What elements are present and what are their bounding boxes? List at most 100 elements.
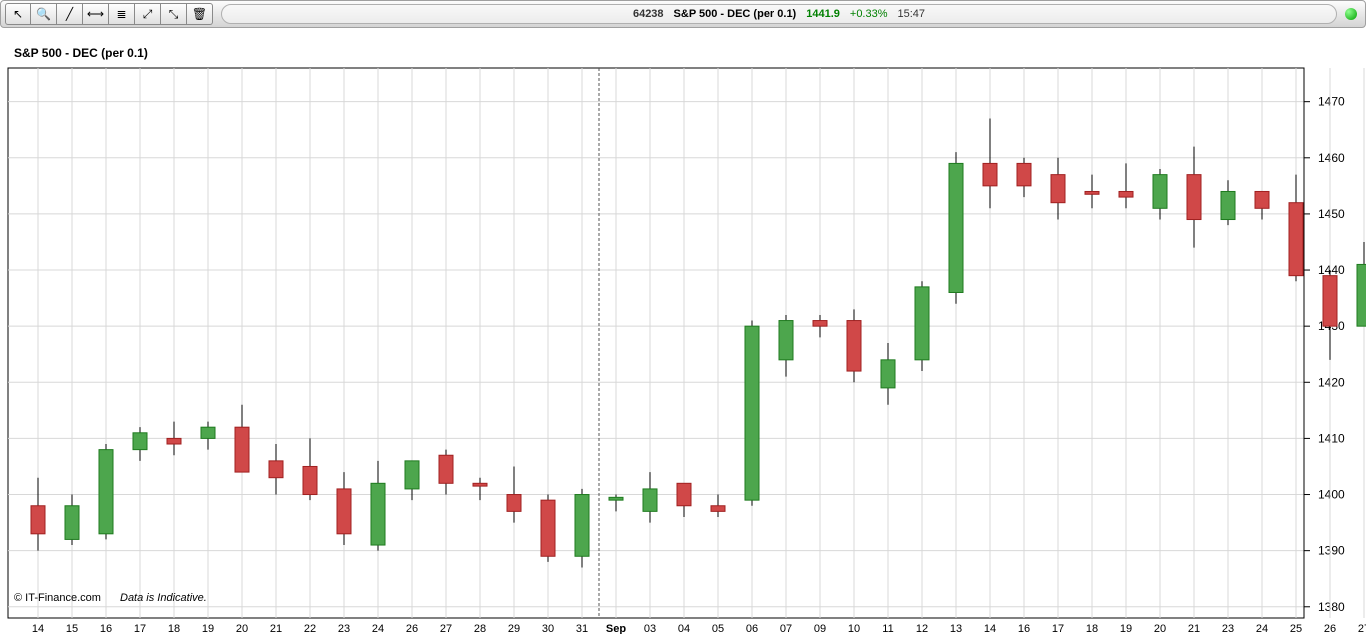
pitchfork-tool[interactable]: ⤡ [161,3,187,25]
x-axis-label: 07 [780,623,792,634]
x-axis-label: 03 [644,623,656,634]
x-axis-label: Sep [606,623,626,634]
candle-down [1187,175,1201,220]
x-axis-label: 23 [338,623,350,634]
x-axis-label: 24 [372,623,384,634]
candle-down [337,489,351,534]
candle-up [1357,264,1366,326]
candle-down [983,163,997,185]
candle-up [575,495,589,557]
candle-down [167,438,181,444]
price-value: 1441.9 [806,8,840,20]
candle-up [65,506,79,540]
delete-tool[interactable]: 🗑 [187,3,213,25]
y-axis-label: 1390 [1318,544,1345,558]
chart-area[interactable]: 1380139014001410142014301440145014601470… [0,28,1366,634]
connection-status-icon [1345,8,1357,20]
candle-up [609,497,623,500]
x-axis-label: 09 [814,623,826,634]
x-axis-label: 04 [678,623,690,634]
channel-tool[interactable]: ⤢ [135,3,161,25]
x-axis-label: 11 [882,623,893,634]
candle-down [1119,191,1133,197]
y-axis-label: 1410 [1318,431,1345,445]
x-axis-label: 29 [508,623,520,634]
x-axis-label: 16 [1018,623,1030,634]
candle-down [31,506,45,534]
y-axis-label: 1450 [1318,207,1345,221]
candle-up [405,461,419,489]
candle-down [1255,191,1269,208]
x-axis-label: 20 [1154,623,1166,634]
candle-down [677,483,691,505]
x-axis-label: 24 [1256,623,1268,634]
indicative-label: Data is Indicative. [120,592,207,604]
x-axis-label: 06 [746,623,758,634]
x-axis-label: 18 [168,623,180,634]
trendline-tool[interactable]: ╱ [57,3,83,25]
y-axis-label: 1380 [1318,600,1345,614]
chart-title: S&P 500 - DEC (per 0.1) [14,46,148,60]
candle-up [1153,175,1167,209]
instrument-code: 64238 [633,8,664,20]
x-axis-label: 26 [406,623,418,634]
x-axis-label: 22 [304,623,316,634]
title-bar: 64238 S&P 500 - DEC (per 0.1) 1441.9 +0.… [221,4,1337,24]
candle-down [847,321,861,372]
candle-down [1017,163,1031,185]
y-axis-label: 1440 [1318,263,1345,277]
y-axis-label: 1400 [1318,488,1345,502]
x-axis-label: 18 [1086,623,1098,634]
pointer-tool[interactable]: ↖ [5,3,31,25]
price-change: +0.33% [850,8,888,20]
candle-up [949,163,963,292]
x-axis-label: 12 [916,623,928,634]
x-axis-label: 15 [66,623,78,634]
x-axis-label: 19 [1120,623,1132,634]
candle-down [473,483,487,486]
candle-down [507,495,521,512]
candle-up [745,326,759,500]
candle-down [541,500,555,556]
candle-down [1085,191,1099,194]
candle-down [303,466,317,494]
x-axis-label: 28 [474,623,486,634]
x-axis-label: 20 [236,623,248,634]
x-axis-label: 23 [1222,623,1234,634]
time-value: 15:47 [898,8,926,20]
candle-up [643,489,657,511]
y-axis-label: 1420 [1318,375,1345,389]
candle-down [813,321,827,327]
horizontal-line-tool[interactable]: ⟷ [83,3,109,25]
x-axis-label: 27 [440,623,452,634]
candle-up [133,433,147,450]
x-axis-label: 31 [576,623,588,634]
x-axis-label: 05 [712,623,724,634]
candle-up [881,360,895,388]
x-axis-label: 14 [984,623,996,634]
candle-down [1289,203,1303,276]
instrument-name: S&P 500 - DEC (per 0.1) [674,8,797,20]
candle-up [779,321,793,360]
x-axis-label: 21 [1188,623,1200,634]
x-axis-label: 14 [32,623,44,634]
candle-down [1323,276,1337,327]
x-axis-label: 17 [134,623,146,634]
candle-down [1051,175,1065,203]
x-axis-label: 30 [542,623,554,634]
x-axis-label: 21 [270,623,282,634]
fib-tool[interactable]: ≣ [109,3,135,25]
zoom-tool[interactable]: 🔍 [31,3,57,25]
x-axis-label: 27 [1358,623,1366,634]
candle-down [235,427,249,472]
x-axis-label: 19 [202,623,214,634]
candle-up [1221,191,1235,219]
candle-up [371,483,385,545]
x-axis-label: 10 [848,623,860,634]
x-axis-label: 16 [100,623,112,634]
x-axis-label: 13 [950,623,962,634]
candle-down [711,506,725,512]
x-axis-label: 25 [1290,623,1302,634]
copyright-label: © IT-Finance.com [14,592,101,604]
candle-up [99,450,113,534]
